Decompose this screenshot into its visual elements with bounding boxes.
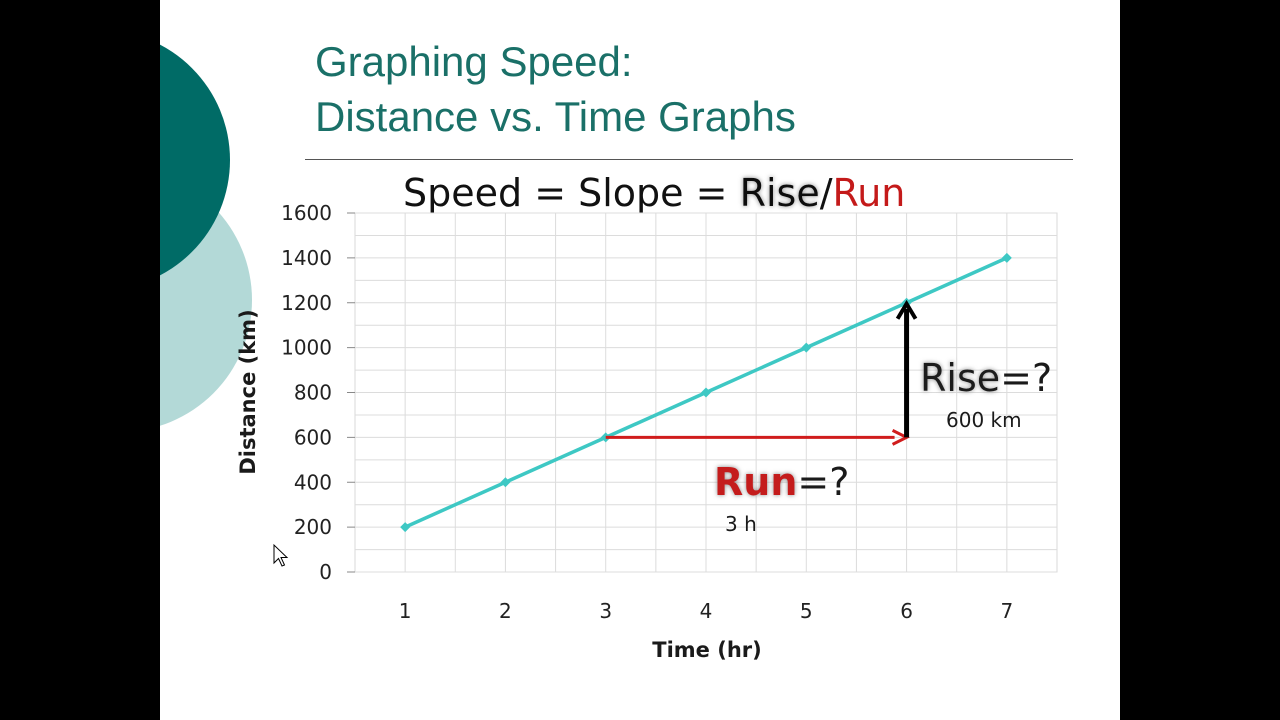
x-tick-label: 5 xyxy=(800,599,813,623)
run-label: Run xyxy=(714,460,797,504)
y-tick-label: 1000 xyxy=(281,336,332,360)
distance-time-chart: Speed = Slope = Rise/Run 020040060080010… xyxy=(236,171,1058,662)
formula-speed: Speed xyxy=(403,171,522,215)
y-tick-label: 1200 xyxy=(281,291,332,315)
x-tick-label: 4 xyxy=(700,599,713,623)
y-tick-label: 400 xyxy=(294,470,332,494)
formula-equals-2: = xyxy=(684,171,740,215)
formula-equals-1: = xyxy=(522,171,578,215)
rise-suffix: =? xyxy=(1000,356,1052,400)
data-point xyxy=(801,342,812,353)
mouse-cursor-icon xyxy=(273,543,289,567)
rise-value: 600 km xyxy=(946,408,1022,432)
rise-label: Rise xyxy=(920,356,1000,400)
dark-teal-circle xyxy=(160,44,230,276)
data-point xyxy=(400,522,411,533)
x-tick-label: 6 xyxy=(900,599,913,623)
title-divider xyxy=(305,159,1073,160)
x-axis-label: Time (hr) xyxy=(652,638,761,662)
y-tick-label: 600 xyxy=(294,425,332,449)
formula-line: Speed = Slope = Rise/Run xyxy=(403,171,905,215)
run-suffix: =? xyxy=(797,460,849,504)
y-tick-label: 200 xyxy=(294,515,332,539)
x-tick-label: 3 xyxy=(599,599,612,623)
slide-title-line-2: Distance vs. Time Graphs xyxy=(315,93,796,140)
data-point xyxy=(500,477,511,488)
formula-slope: Slope xyxy=(578,171,683,215)
y-tick-label: 800 xyxy=(294,381,332,405)
y-axis-label: Distance (km) xyxy=(236,309,260,474)
slide-title-line-1: Graphing Speed: xyxy=(315,38,633,85)
formula-slash: / xyxy=(820,171,833,215)
x-tick-label: 2 xyxy=(499,599,512,623)
y-axis-ticks: 0 200 400 600 800 1000 1200 1400 1600 xyxy=(281,201,332,584)
x-tick-label: 7 xyxy=(1000,599,1013,623)
rise-annotation: Rise=? xyxy=(920,356,1052,400)
formula-rise: Rise xyxy=(740,171,820,215)
y-tick-label: 0 xyxy=(319,560,332,584)
formula-run: Run xyxy=(833,171,906,215)
data-point xyxy=(1001,252,1012,263)
y-tick-label: 1600 xyxy=(281,201,332,225)
run-annotation: Run=? xyxy=(714,460,849,504)
run-value: 3 h xyxy=(725,512,757,536)
rise-arrowhead xyxy=(895,299,918,320)
y-tick-label: 1400 xyxy=(281,246,332,270)
data-point xyxy=(701,387,711,398)
slide: Graphing Speed: Distance vs. Time Graphs… xyxy=(160,0,1120,720)
x-axis-ticks: 1 2 3 4 5 6 7 xyxy=(399,599,1013,623)
slope-arrows xyxy=(605,299,918,446)
x-tick-label: 1 xyxy=(399,599,412,623)
decorative-circles xyxy=(160,44,252,426)
